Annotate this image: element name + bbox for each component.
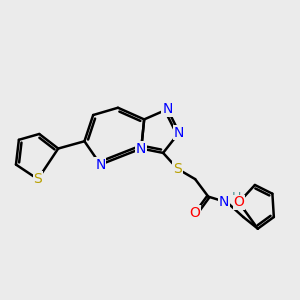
- Text: N: N: [174, 125, 184, 140]
- Text: O: O: [190, 206, 201, 220]
- Text: N: N: [136, 142, 146, 155]
- Text: N: N: [95, 158, 106, 172]
- Text: N: N: [162, 102, 173, 116]
- Text: H: H: [231, 191, 241, 204]
- Text: S: S: [173, 162, 182, 176]
- Text: O: O: [233, 196, 244, 209]
- Text: N: N: [219, 196, 230, 209]
- Text: S: S: [33, 172, 42, 186]
